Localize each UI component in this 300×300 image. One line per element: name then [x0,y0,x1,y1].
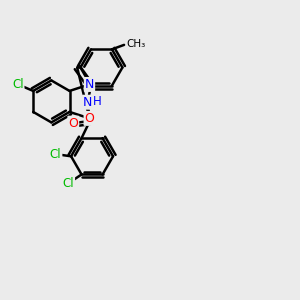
Text: N: N [85,78,94,91]
Text: CH₃: CH₃ [126,39,146,49]
Text: O: O [68,117,78,130]
Text: Cl: Cl [12,78,23,91]
Text: N: N [83,96,92,109]
Text: Cl: Cl [50,148,62,160]
Text: H: H [93,95,101,108]
Text: Cl: Cl [62,177,74,190]
Text: O: O [85,112,94,125]
